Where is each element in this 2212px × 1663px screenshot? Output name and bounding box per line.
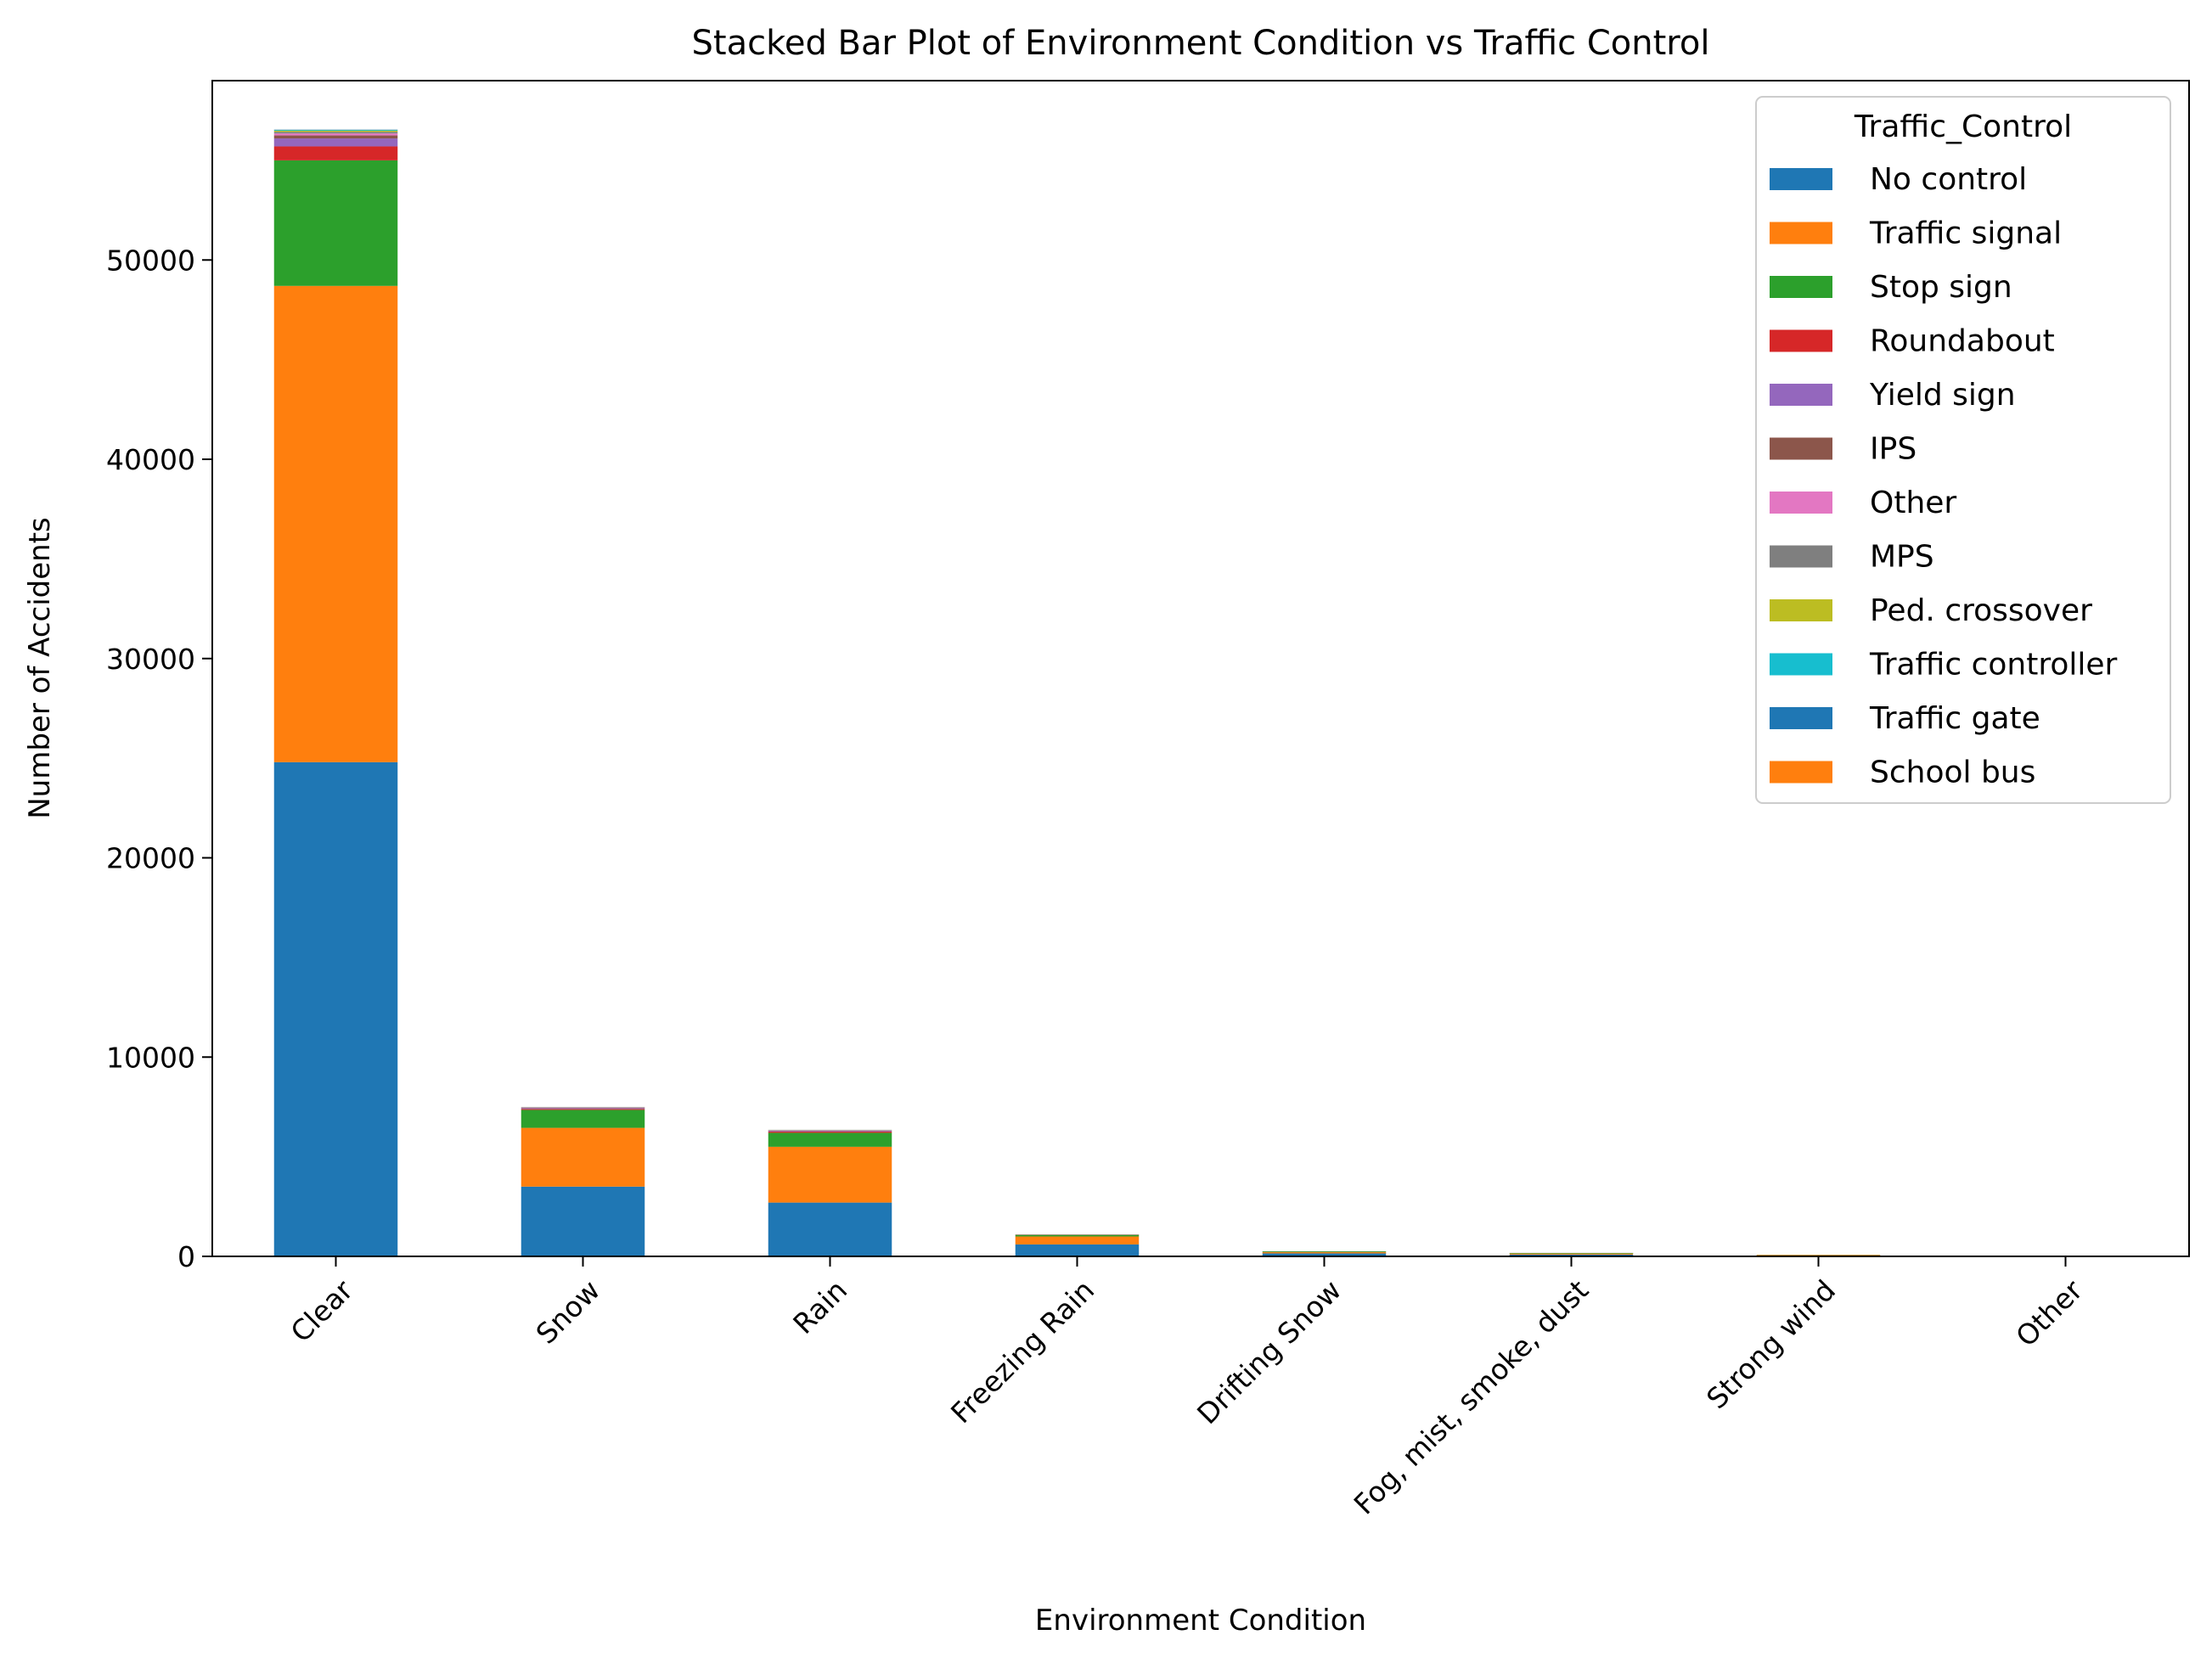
legend-swatch [1770,761,1832,784]
x-tick-label: Drifting Snow [1190,1273,1348,1430]
bar-segment [273,761,398,1256]
bar-segment [768,1132,892,1147]
x-tick-label: Strong wind [1700,1273,1842,1415]
chart-title: Stacked Bar Plot of Environment Conditio… [692,24,1710,63]
legend-swatch [1770,545,1832,568]
legend-swatch [1770,707,1832,729]
bar-segment [1509,1254,1634,1256]
bar-segment [768,1131,892,1132]
bar-segment [273,132,398,134]
legend-label: IPS [1870,432,1917,467]
plot-frame [211,80,2190,1257]
y-tick-label: 30000 [106,643,195,676]
x-tick-label: Fog, mist, smoke, dust [1348,1273,1595,1520]
legend-label: Other [1870,486,1956,520]
legend-label: Stop sign [1870,270,2012,305]
legend-swatch [1770,437,1832,460]
bar-segment [273,146,398,160]
x-tick-label: Freezing Rain [944,1273,1100,1430]
x-tick-label: Rain [786,1273,853,1340]
bar-segment [273,285,398,762]
bar-segment [1262,1251,1387,1253]
legend-box [1755,96,2171,804]
legend-swatch [1770,222,1832,244]
legend-swatch [1770,168,1832,190]
legend-swatch [1770,384,1832,406]
legend-swatch [1770,599,1832,621]
y-tick-label: 20000 [106,842,195,875]
bar-segment [1756,1255,1881,1256]
bar-segment [273,160,398,286]
legend-label: Traffic controller [1869,648,2118,683]
bar-segment [521,1108,645,1110]
y-tick-label: 0 [177,1240,195,1273]
y-tick-label: 50000 [106,244,195,277]
legend-label: Traffic gate [1869,701,2040,736]
bar-segment [521,1127,645,1187]
bar-segment [273,130,398,132]
bar-segment [768,1202,892,1256]
legend-label: Yield sign [1869,378,2016,413]
bar-segment [273,135,398,139]
legend-swatch [1770,276,1832,298]
x-axis-label: Environment Condition [1035,1604,1366,1638]
legend-label: Ped. crossover [1870,593,2092,628]
bar-segment [1262,1252,1387,1254]
bar-segment [768,1146,892,1203]
bar-segment [521,1186,645,1256]
y-axis-label: Number of Accidents [23,517,57,819]
bar-segment [273,133,398,136]
bar-segment [1509,1253,1634,1254]
legend-label: Traffic signal [1869,216,2062,251]
y-tick-label: 40000 [106,443,195,476]
legend-title: Traffic_Control [1854,110,2072,144]
legend-label: School bus [1870,756,2035,790]
legend-label: No control [1870,162,2027,197]
bar-segment [1015,1244,1140,1256]
x-tick-label: Other [2009,1273,2089,1353]
bar-segment [521,1109,645,1110]
legend-swatch [1770,329,1832,352]
bar-segment [273,129,398,131]
bar-segment [273,138,398,147]
x-tick-label: Snow [530,1273,607,1351]
y-tick-label: 10000 [106,1041,195,1074]
legend-swatch [1770,492,1832,514]
bar-segment [1509,1253,1634,1255]
bar-segment [1262,1253,1387,1256]
bar-segment [521,1110,645,1128]
bar-segment [1015,1234,1140,1237]
legend-label: Roundabout [1870,324,2055,359]
bar-segment [1015,1236,1140,1244]
legend: Traffic_Control No control Traffic signal S… [1755,96,2171,804]
legend-label: MPS [1870,540,1934,575]
x-tick-label: Clear [284,1273,360,1349]
legend-swatch [1770,653,1832,676]
